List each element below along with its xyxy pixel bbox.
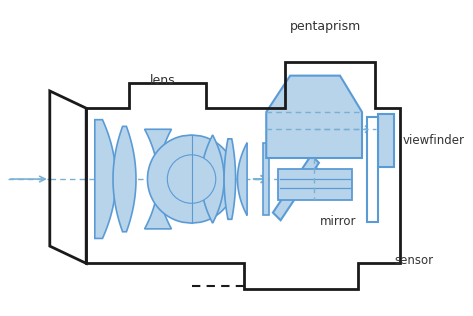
Polygon shape — [201, 135, 224, 223]
Text: sensor: sensor — [394, 254, 434, 267]
Polygon shape — [263, 143, 269, 216]
Polygon shape — [266, 76, 362, 158]
Text: lens: lens — [150, 74, 175, 87]
Polygon shape — [148, 135, 236, 223]
Bar — [378, 114, 394, 167]
Polygon shape — [113, 126, 136, 232]
Bar — [278, 169, 352, 200]
Polygon shape — [273, 155, 319, 220]
Text: mirror: mirror — [320, 216, 356, 228]
Polygon shape — [95, 120, 116, 239]
Text: pentaprism: pentaprism — [290, 20, 361, 33]
Polygon shape — [237, 143, 247, 216]
Text: viewfinder: viewfinder — [402, 134, 464, 147]
Bar — [367, 117, 378, 222]
Polygon shape — [145, 129, 171, 229]
Circle shape — [167, 155, 216, 203]
Polygon shape — [224, 139, 236, 219]
